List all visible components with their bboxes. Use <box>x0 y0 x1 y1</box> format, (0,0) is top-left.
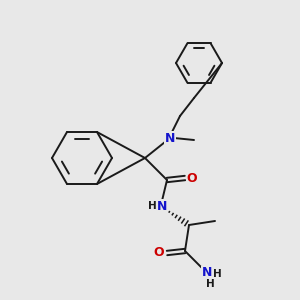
Text: N: N <box>157 200 167 212</box>
Text: O: O <box>154 247 164 260</box>
Text: H: H <box>206 279 214 289</box>
Text: N: N <box>202 266 212 280</box>
Text: H: H <box>213 269 221 279</box>
Text: O: O <box>187 172 197 184</box>
Text: N: N <box>165 131 175 145</box>
Text: H: H <box>148 201 156 211</box>
